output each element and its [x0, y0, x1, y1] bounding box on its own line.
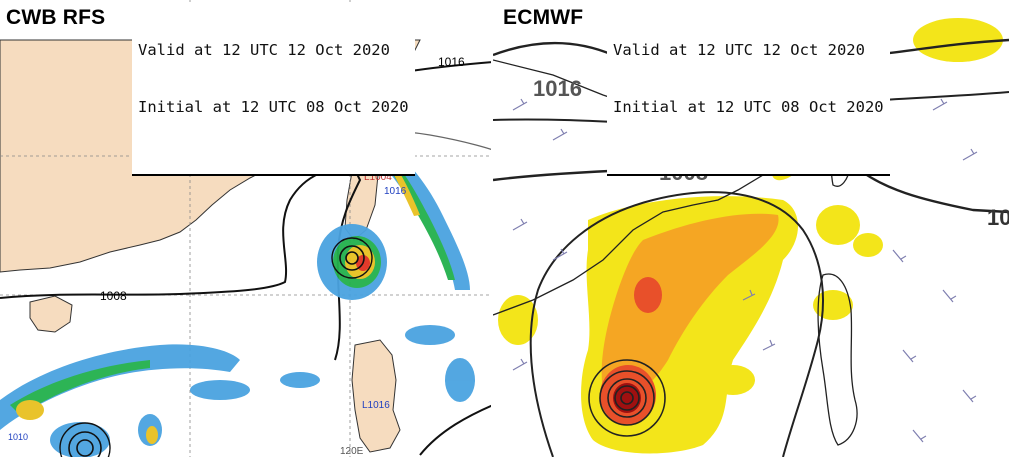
- coastline-luzon: [817, 273, 858, 446]
- panel-divider: [491, 0, 494, 457]
- initial-time-right: Initial at 12 UTC 08 Oct 2020: [613, 98, 884, 116]
- ecmwf-map-panel: 1016 1008 10 ECMWF Valid at 12 UTC 12 Oc…: [493, 0, 1009, 457]
- typhoon-center-north: [331, 237, 373, 279]
- isobar-1016-south: [419, 404, 493, 456]
- hainan-island: [29, 295, 73, 333]
- longitude-label: 120E: [340, 446, 364, 457]
- isobar-label-10: 10: [987, 205, 1009, 230]
- luzon-island: [351, 339, 401, 453]
- low-label-luzon: L1016: [362, 400, 390, 411]
- typhoon-center-south: [59, 422, 111, 457]
- typhoon-center-ecmwf: [588, 359, 666, 437]
- low-label-southwest: 1010: [8, 432, 28, 442]
- model-name-ecmwf: ECMWF: [503, 6, 584, 29]
- isobar-trough: [529, 191, 824, 457]
- initial-time-left: Initial at 12 UTC 08 Oct 2020: [138, 98, 409, 116]
- isobar-label-1016: 1016: [533, 76, 582, 101]
- high-label-north: 1016: [384, 186, 407, 197]
- low-label-north: L1004: [364, 172, 392, 183]
- forecast-time-box-left: Valid at 12 UTC 12 Oct 2020 Initial at 1…: [132, 2, 415, 176]
- forecast-time-box-right: Valid at 12 UTC 12 Oct 2020 Initial at 1…: [607, 2, 890, 176]
- valid-time-right: Valid at 12 UTC 12 Oct 2020: [613, 41, 865, 59]
- cwb-rfs-map-panel: 1016 1008 L1004 1016 L1016 1010 120E CWB…: [0, 0, 493, 457]
- rainfall-shading: [0, 140, 475, 457]
- valid-time-left: Valid at 12 UTC 12 Oct 2020: [138, 41, 390, 59]
- isobar-label-1008: 1008: [100, 289, 127, 303]
- isobar-label-1016: 1016: [438, 55, 465, 69]
- model-name-cwb: CWB RFS: [6, 6, 106, 29]
